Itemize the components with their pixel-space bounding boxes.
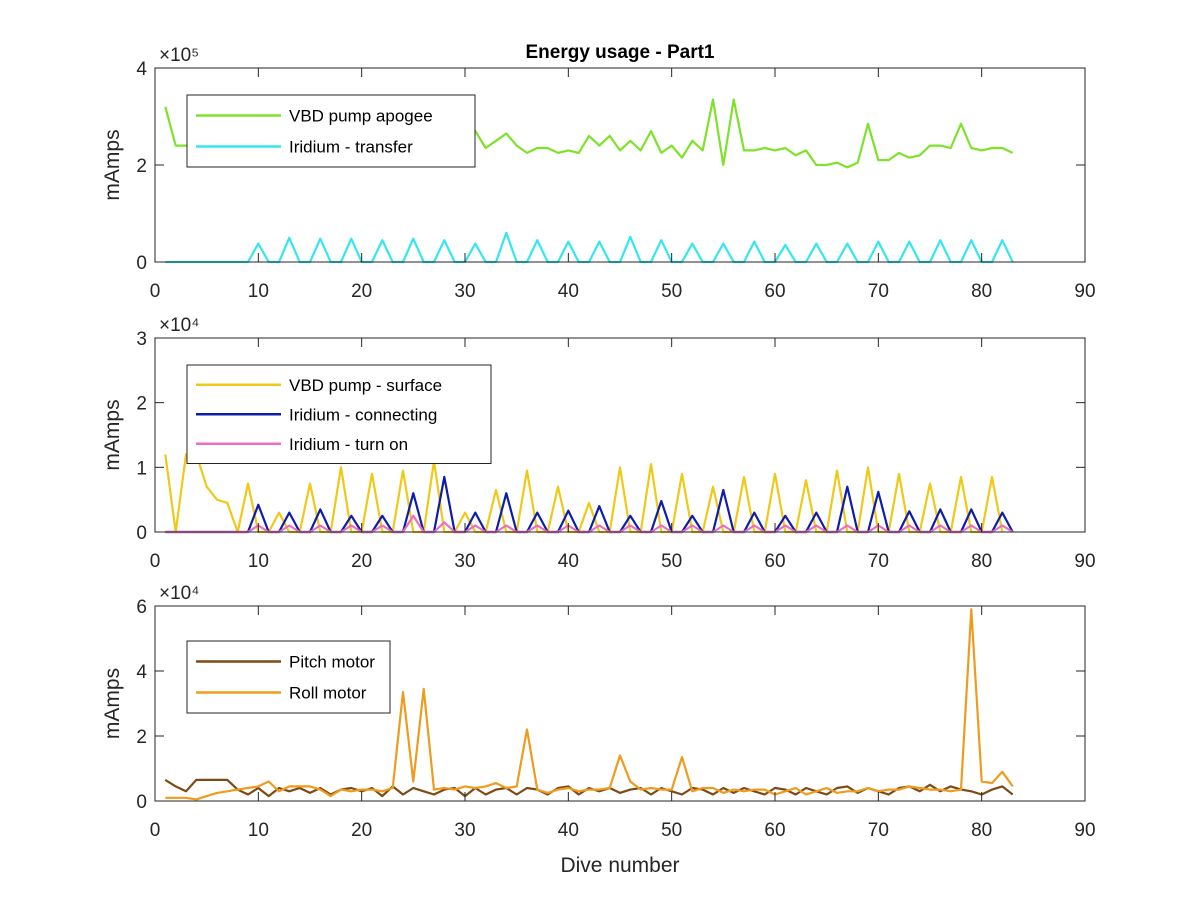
bottom-y-axis-label: mAmps (101, 668, 124, 739)
middle-y-axis-label: mAmps (101, 399, 124, 470)
top-legend: VBD pump apogee Iridium - transfer (186, 94, 476, 168)
legend-label-vbd-pump-surface: VBD pump - surface (289, 376, 442, 395)
x-tick-label: 0 (150, 281, 161, 302)
y-tick-label: 1 (136, 458, 147, 479)
x-tick-label: 30 (454, 281, 475, 302)
bottom-exponent-label: ×10⁴ (159, 583, 199, 604)
x-tick-label: 40 (558, 281, 579, 302)
x-tick-label: 30 (454, 820, 475, 841)
x-tick-label: 50 (661, 281, 682, 302)
top-y-axis-label: mAmps (101, 129, 124, 200)
x-tick-label: 20 (351, 551, 372, 572)
bottom-series-lines (164, 608, 1014, 801)
y-tick-label: 4 (136, 59, 147, 80)
x-tick-label: 50 (661, 551, 682, 572)
y-tick-label: 0 (136, 792, 147, 813)
y-tick-label: 0 (136, 523, 147, 544)
panel-middle: 0 10 20 30 40 50 60 70 80 90 0 1 2 3 ×10⁴ mAmps VBD pump… (101, 315, 1096, 572)
x-tick-label: 20 (351, 820, 372, 841)
middle-axes-box (154, 337, 1086, 533)
middle-exponent-label: ×10⁴ (159, 315, 199, 336)
legend-label-vbd-pump-apogee: VBD pump apogee (289, 107, 433, 126)
x-tick-label: 70 (868, 281, 889, 302)
y-tick-label: 2 (136, 156, 147, 177)
x-axis-label: Dive number (560, 854, 679, 877)
y-tick-label: 3 (136, 329, 147, 350)
bottom-legend: Pitch motor Roll motor (186, 640, 391, 714)
legend-label-iridium-turn-on: Iridium - turn on (289, 435, 408, 454)
x-tick-label: 80 (971, 551, 992, 572)
x-tick-label: 20 (351, 281, 372, 302)
legend-label-iridium-transfer: Iridium - transfer (289, 138, 413, 157)
x-tick-label: 80 (971, 281, 992, 302)
y-tick-label: 2 (136, 727, 147, 748)
x-tick-label: 60 (764, 281, 785, 302)
top-legend-box (186, 94, 476, 168)
top-exponent-label: ×10⁵ (159, 45, 199, 66)
x-tick-label: 90 (1074, 281, 1095, 302)
x-tick-label: 60 (764, 551, 785, 572)
legend-label-iridium-connecting: Iridium - connecting (289, 405, 437, 424)
x-tick-label: 80 (971, 820, 992, 841)
x-tick-label: 60 (764, 820, 785, 841)
x-tick-label: 90 (1074, 551, 1095, 572)
x-tick-label: 30 (454, 551, 475, 572)
y-tick-label: 2 (136, 394, 147, 415)
y-tick-label: 0 (136, 253, 147, 274)
x-tick-label: 10 (248, 551, 269, 572)
x-tick-label: 70 (868, 551, 889, 572)
x-tick-label: 0 (150, 551, 161, 572)
legend-label-pitch-motor: Pitch motor (289, 653, 375, 672)
middle-legend: VBD pump - surface Iridium - connecting Ir… (186, 364, 492, 464)
legend-label-roll-motor: Roll motor (289, 684, 367, 703)
x-tick-label: 40 (558, 551, 579, 572)
bottom-legend-box (186, 640, 391, 714)
x-tick-label: 90 (1074, 820, 1095, 841)
y-tick-label: 4 (136, 662, 147, 683)
panel-bottom: 0 10 20 30 40 50 60 70 80 90 0 2 4 6 ×10⁴ mAmps Pitch mo… (101, 583, 1096, 841)
x-tick-label: 50 (661, 820, 682, 841)
x-tick-label: 40 (558, 820, 579, 841)
bottom-axes-box (154, 605, 1086, 802)
series-line-vbd-pump-surface (164, 453, 1004, 534)
chart-title: Energy usage - Part1 (525, 42, 714, 63)
x-tick-label: 70 (868, 820, 889, 841)
panel-top: 0 10 20 30 40 50 60 70 80 90 0 2 4 ×10⁵ mAmps VBD pump … (101, 45, 1096, 302)
x-tick-label: 10 (248, 281, 269, 302)
series-line-roll-motor (165, 608, 1014, 801)
x-tick-label: 0 (150, 820, 161, 841)
y-tick-label: 6 (136, 597, 147, 618)
x-tick-label: 10 (248, 820, 269, 841)
